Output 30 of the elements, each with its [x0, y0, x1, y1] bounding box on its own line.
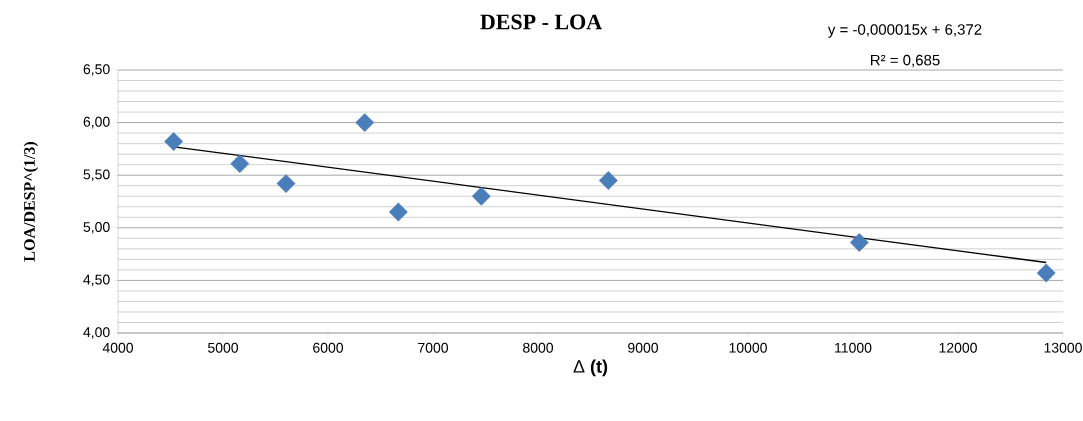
- chart-title: DESP - LOA: [480, 14, 602, 30]
- point: [276, 174, 296, 194]
- x-tick-label: 11000: [835, 342, 872, 353]
- point: [388, 202, 408, 222]
- point: [164, 132, 184, 151]
- y-tick-label: 4,50: [83, 274, 110, 287]
- point: [355, 113, 375, 132]
- x-tick-label: 4000: [102, 342, 134, 353]
- y-tick-label: 5,50: [83, 169, 110, 181]
- point: [230, 154, 250, 174]
- y-tick-label: 4,00: [83, 327, 110, 339]
- x-tick-label: 10000: [729, 342, 767, 353]
- y-tick-label: 6,00: [83, 116, 110, 129]
- x-tick-label: 9000: [628, 342, 659, 353]
- x-tick-label: 13000: [1044, 342, 1082, 353]
- point: [598, 171, 618, 190]
- x-tick-label: 12000: [939, 342, 977, 353]
- x-tick-label: 8000: [523, 342, 554, 353]
- y-axis-title: LOA/DESP^(1/3): [23, 142, 39, 262]
- x-axis-title: Δ (t): [573, 359, 608, 377]
- point: [1036, 263, 1056, 283]
- x-tick-label: 6000: [313, 342, 344, 353]
- x-tick-label: 5000: [208, 342, 239, 353]
- point: [849, 233, 869, 252]
- text: y = -0,000015x + 6,372: [827, 24, 982, 38]
- text: R² = 0,685: [871, 54, 940, 68]
- x-tick-label: 7000: [418, 342, 449, 353]
- y-tick-label: 6,50: [83, 64, 110, 76]
- y-tick-label: 5,00: [83, 222, 110, 234]
- point: [471, 186, 491, 206]
